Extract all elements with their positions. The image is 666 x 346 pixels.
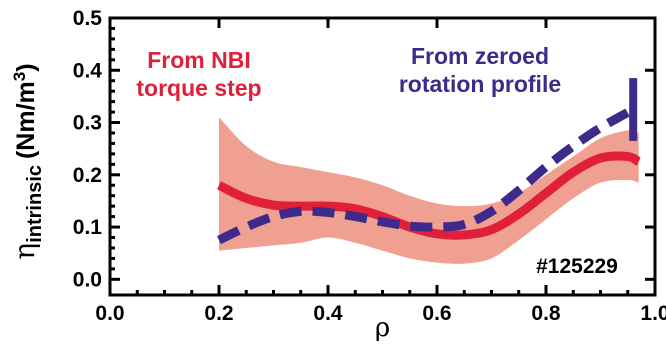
annotation-1-line-1: rotation profile [399,71,561,97]
axes-layer [108,16,657,297]
series-line-1 [217,105,636,245]
y-label-units-sup: 3 [10,72,29,81]
y-label-symbol: η [8,243,41,260]
y-tick-label: 0.4 [73,59,103,82]
y-tick-label: 0.1 [73,216,103,239]
uncertainty-band-0 [219,117,639,264]
x-tick-label: 1.0 [640,302,666,325]
x-tick-label: 0.6 [422,302,451,325]
annotation-1-line-0: From zeroed [411,43,549,69]
y-tick-label: 0.3 [73,112,102,135]
x-tick-label: 0.2 [204,302,233,325]
y-tick-label: 0.0 [73,268,102,291]
x-tick-label: 0.0 [95,302,124,325]
x-axis-label: ρ [375,313,390,341]
line-layer [217,78,642,245]
y-label-units-close: ) [12,63,40,71]
annotation-0-line-0: From NBI [147,47,251,73]
annotation-0-line-1: torque step [136,75,261,101]
y-axis-label: ηintrinsic (Nm/m3) [8,63,46,259]
x-tick-label: 0.4 [313,302,343,325]
label-layer: 0.0 0.2 0.4 0.6 0.8 1.0 0.0 0.1 0.2 0.3 0.4 0.5 ρ ηin… [8,7,666,343]
x-tick-label: 0.8 [531,302,561,325]
band-layer [219,117,639,264]
annotation-2-line-0: #125229 [536,255,618,278]
y-tick-label: 0.5 [73,7,103,30]
y-label-subscript: intrinsic [24,165,46,243]
y-tick-label: 0.2 [73,164,102,187]
series-line-0 [217,151,642,240]
y-label-units: (Nm/m [12,81,40,159]
